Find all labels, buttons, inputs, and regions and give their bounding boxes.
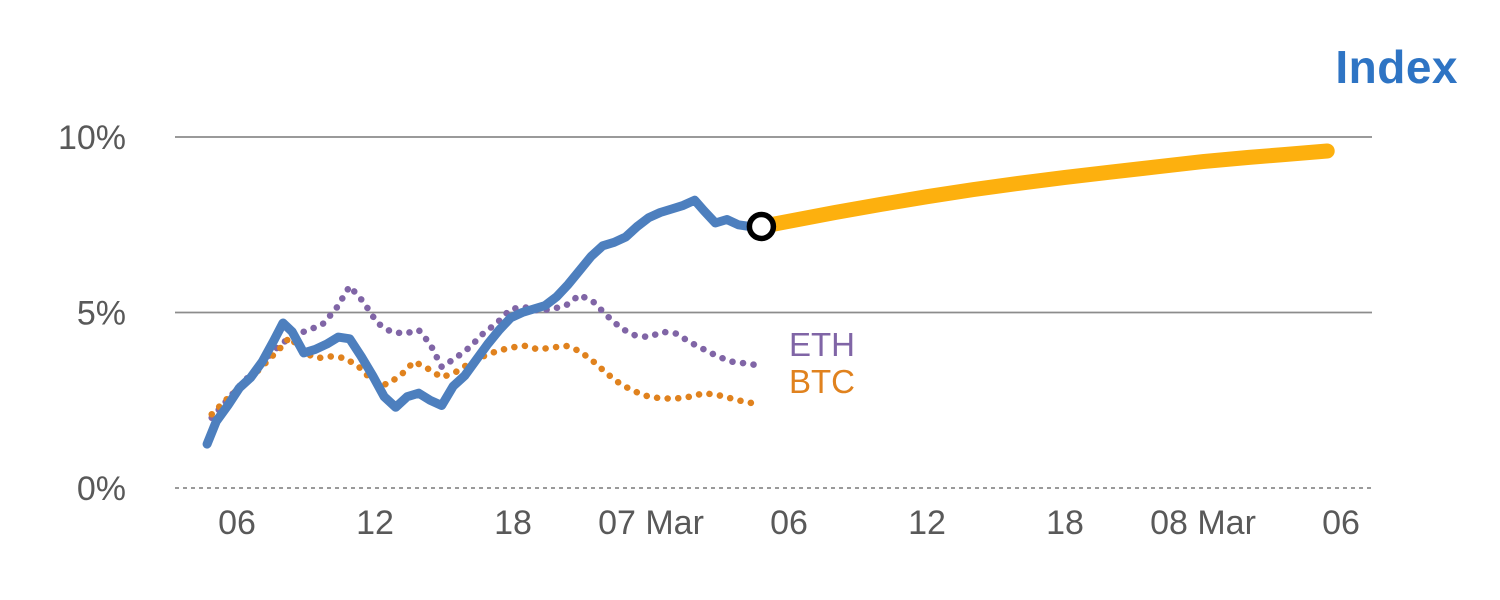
chart-title: Index [1335, 41, 1458, 93]
x-tick-label: 18 [1046, 504, 1084, 542]
forecast-line [753, 143, 1335, 234]
y-tick-label: 10% [58, 119, 126, 157]
x-tick-label: 08 Mar [1150, 504, 1256, 542]
btc-series-label: BTC [789, 363, 855, 400]
x-tick-label: 18 [494, 504, 532, 542]
x-tick-label: 12 [356, 504, 394, 542]
eth-series-label: ETH [789, 326, 855, 363]
x-tick-label: 07 Mar [598, 504, 704, 542]
eth-line [208, 282, 761, 422]
forecast-start-marker [746, 211, 777, 242]
y-tick-label: 5% [77, 295, 126, 333]
index-line [202, 195, 766, 449]
y-tick-label: 0% [77, 470, 126, 508]
x-tick-label: 12 [908, 504, 946, 542]
x-tick-label: 06 [218, 504, 256, 542]
x-tick-label: 06 [1322, 504, 1360, 542]
x-tick-label: 06 [770, 504, 808, 542]
